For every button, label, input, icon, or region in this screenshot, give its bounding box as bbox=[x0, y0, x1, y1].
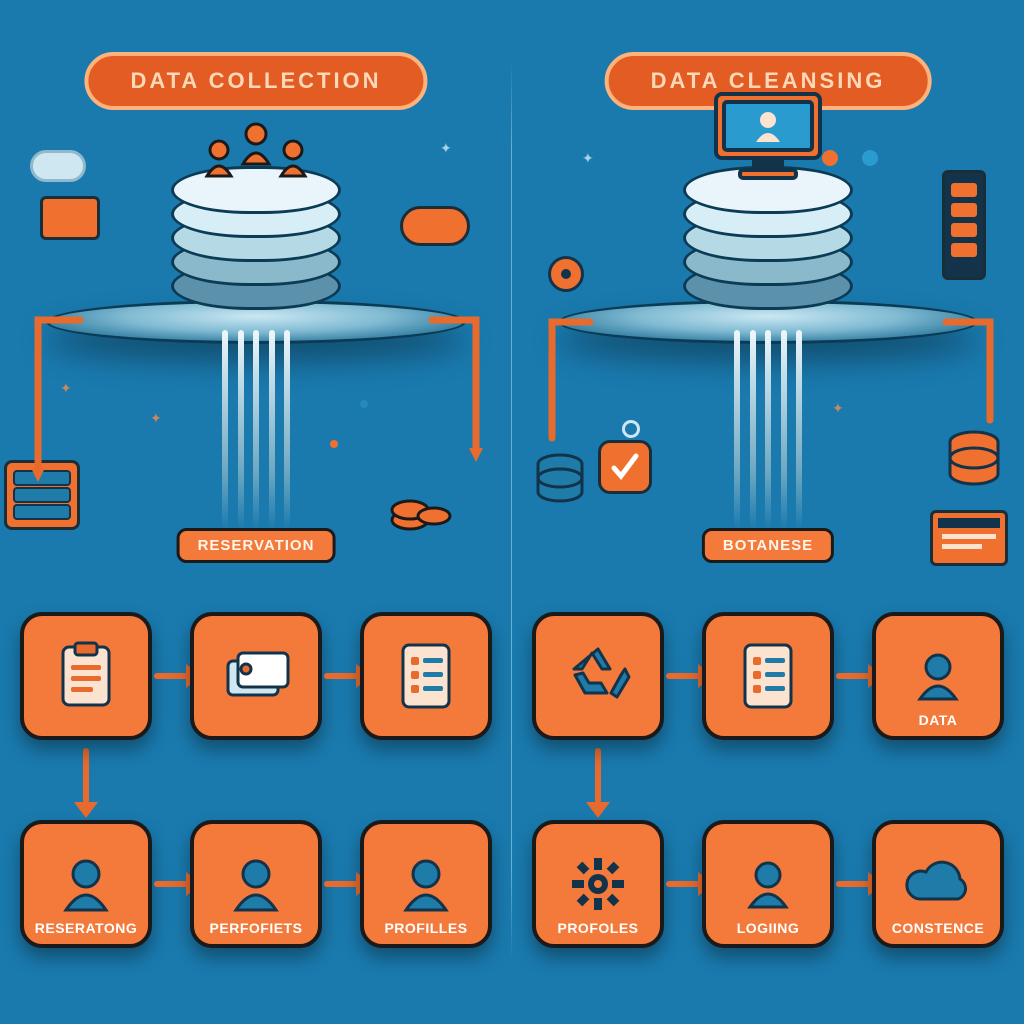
mid-label-left: RESERVATION bbox=[177, 528, 336, 563]
header-text-left: DATA COLLECTION bbox=[130, 68, 381, 93]
pillar-waterfall-right bbox=[728, 330, 808, 530]
card-cloud: CONSTENCE bbox=[872, 820, 1004, 948]
lock-icon bbox=[548, 256, 584, 292]
cards-icon bbox=[220, 647, 292, 705]
arrow-down-icon bbox=[595, 748, 601, 804]
card-user-data: DATA bbox=[872, 612, 1004, 740]
user-icon bbox=[740, 857, 796, 911]
pillar-waterfall-left bbox=[216, 330, 296, 530]
user-icon bbox=[910, 649, 966, 703]
monitor-icon bbox=[698, 86, 838, 186]
card-cards bbox=[190, 612, 322, 740]
window-icon bbox=[930, 510, 1008, 566]
server-stack-icon bbox=[4, 460, 80, 530]
gear-icon bbox=[566, 854, 630, 914]
card-checklist-r bbox=[702, 612, 834, 740]
arrow-right-icon bbox=[666, 673, 700, 679]
mid-label-text-left: RESERVATION bbox=[198, 537, 315, 554]
card-row-2-left: RESERATONG PERFOFIETS PROFILLES bbox=[20, 820, 492, 948]
panel-data-cleansing: DATA CLEANSING bbox=[512, 0, 1024, 1024]
card-row-1-right: DATA bbox=[532, 612, 1004, 740]
card-label: PERFOFIETS bbox=[210, 920, 303, 936]
card-checklist bbox=[360, 612, 492, 740]
cloud-icon bbox=[30, 150, 86, 182]
check-badge-icon bbox=[598, 440, 652, 494]
card-user-profiles: PROFILLES bbox=[360, 820, 492, 948]
card-user-logging: LOGIING bbox=[702, 820, 834, 948]
arrow-right-icon bbox=[154, 673, 188, 679]
card-user-reservation: RESERATONG bbox=[20, 820, 152, 948]
arrow-down-icon bbox=[83, 748, 89, 804]
server-rack-icon bbox=[942, 170, 986, 280]
card-label: LOGIING bbox=[737, 920, 800, 936]
arrow-right-icon bbox=[324, 881, 358, 887]
clipboard-icon bbox=[57, 641, 115, 711]
database-orange-icon bbox=[944, 430, 1004, 496]
arrow-right-icon bbox=[836, 881, 870, 887]
database-stack-right bbox=[683, 166, 853, 316]
coins-icon bbox=[388, 480, 454, 534]
arrow-right-icon bbox=[836, 673, 870, 679]
arrow-right-icon bbox=[324, 673, 358, 679]
arrow-right-icon bbox=[154, 881, 188, 887]
card-label: DATA bbox=[919, 712, 958, 728]
arrow-right-icon bbox=[666, 881, 700, 887]
card-label: PROFOLES bbox=[557, 920, 638, 936]
mid-label-text-right: BOTANESE bbox=[723, 537, 813, 554]
card-gear: PROFOLES bbox=[532, 820, 664, 948]
mid-label-right: BOTANESE bbox=[702, 528, 834, 563]
card-recycle bbox=[532, 612, 664, 740]
database-mini-icon bbox=[532, 452, 588, 512]
card-label: RESERATONG bbox=[35, 920, 138, 936]
card-row-2-right: PROFOLES LOGIING CONSTENCE bbox=[532, 820, 1004, 948]
card-clipboard bbox=[20, 612, 152, 740]
user-icon bbox=[56, 854, 116, 914]
folder-icon bbox=[40, 196, 100, 240]
card-label: PROFILLES bbox=[384, 920, 467, 936]
cloud-icon bbox=[902, 859, 974, 909]
people-icon bbox=[171, 120, 341, 190]
recycle-icon bbox=[563, 641, 633, 711]
user-icon bbox=[226, 854, 286, 914]
panel-data-collection: DATA COLLECTION RESERVATION bbox=[0, 0, 512, 1024]
card-label: CONSTENCE bbox=[892, 920, 984, 936]
database-stack-left bbox=[171, 166, 341, 316]
cloud-icon bbox=[400, 206, 470, 246]
checklist-icon bbox=[739, 641, 797, 711]
user-icon bbox=[396, 854, 456, 914]
card-user-profits: PERFOFIETS bbox=[190, 820, 322, 948]
header-pill-left: DATA COLLECTION bbox=[84, 52, 427, 110]
card-row-1-left bbox=[20, 612, 492, 740]
checklist-icon bbox=[397, 641, 455, 711]
